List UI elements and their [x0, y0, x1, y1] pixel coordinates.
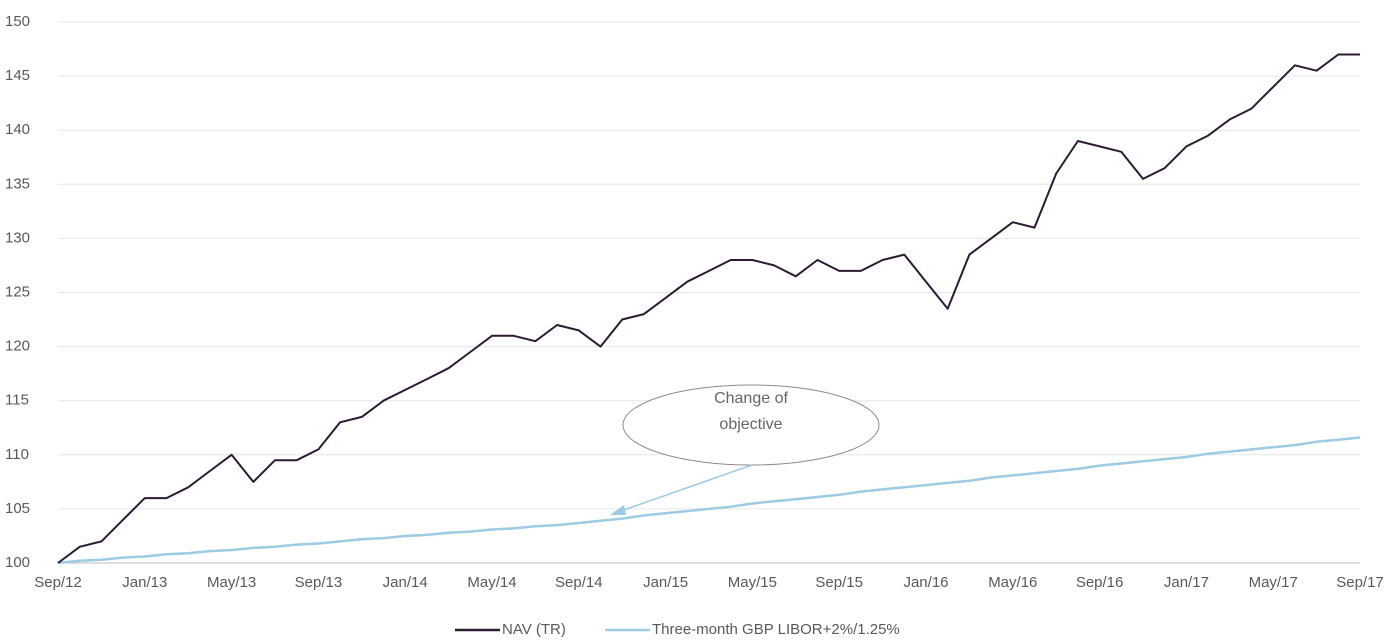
series-line: [57, 53, 1360, 564]
x-tick-label: Sep/12: [34, 574, 82, 591]
x-tick-label: May/13: [207, 574, 256, 591]
x-tick-label: Sep/15: [815, 574, 863, 591]
series-line: [57, 436, 1361, 565]
y-tick-label: 135: [5, 175, 30, 192]
x-tick-label: Jan/15: [643, 574, 688, 591]
y-tick-label: 125: [5, 283, 30, 300]
annotation-arrowhead: [610, 505, 626, 515]
x-tick-label: May/17: [1249, 574, 1298, 591]
y-tick-label: 100: [5, 554, 30, 571]
x-tick-label: Jan/13: [122, 574, 167, 591]
x-tick-label: Sep/16: [1076, 574, 1124, 591]
y-tick-label: 145: [5, 67, 30, 84]
x-tick-label: Jan/14: [383, 574, 428, 591]
x-tick-label: Sep/17: [1336, 574, 1384, 591]
legend-label: NAV (TR): [502, 621, 566, 638]
x-tick-label: Sep/14: [555, 574, 603, 591]
y-tick-label: 140: [5, 121, 30, 138]
x-tick-label: Jan/16: [903, 574, 948, 591]
annotation-text: Change of objective: [714, 390, 788, 433]
y-tick-label: 150: [5, 13, 30, 30]
y-tick-label: 115: [5, 392, 29, 409]
annotation-arrow: [617, 464, 753, 513]
y-tick-label: 105: [5, 500, 30, 517]
y-tick-label: 130: [5, 229, 30, 246]
y-tick-label: 120: [5, 338, 30, 355]
x-tick-label: May/16: [988, 574, 1037, 591]
x-tick-label: Sep/13: [295, 574, 343, 591]
x-tick-label: May/14: [467, 574, 516, 591]
legend-label: Three-month GBP LIBOR+2%/1.25%: [652, 621, 900, 638]
grid: [58, 21, 1360, 564]
x-tick-label: Jan/17: [1164, 574, 1209, 591]
x-tick-label: May/15: [728, 574, 777, 591]
y-tick-label: 110: [5, 446, 29, 463]
